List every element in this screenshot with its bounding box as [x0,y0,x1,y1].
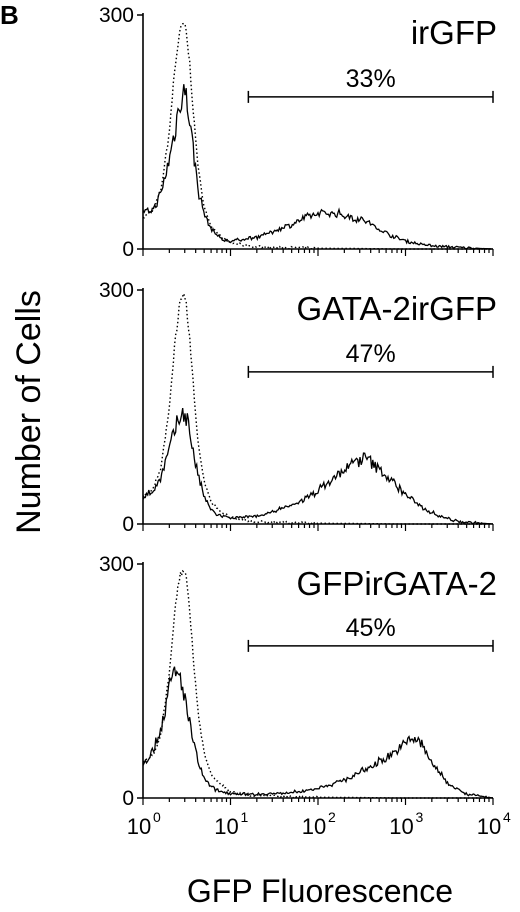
gate-percent-label: 33% [346,65,396,93]
y-tick-label: 0 [122,513,134,536]
histogram-panel: 0 300 33% irGFP [99,4,497,261]
x-tick-exponent: 1 [241,809,249,825]
y-tick-label: 300 [99,279,134,302]
x-tick-label: 10 [389,814,413,839]
y-tick-label: 300 [99,4,134,27]
y-tick-label: 300 [99,553,134,576]
x-tick-exponent: 0 [153,809,161,825]
histogram-panel: 0 300 47% GATA-2irGFP [99,279,497,536]
control-histogram-line [142,291,493,526]
y-tick-label: 0 [122,238,134,261]
sample-histogram-line [142,407,494,526]
x-tick-label: 10 [127,814,151,839]
x-tick-exponent: 3 [416,809,424,825]
y-axis-label: Number of Cells [10,290,48,534]
x-tick-label: 10 [477,814,501,839]
x-tick-exponent: 2 [328,809,336,825]
panel-title: GFPirGATA-2 [297,565,497,602]
y-tick-label: 0 [122,787,134,810]
panel-title: irGFP [411,14,497,51]
x-axis-label: GFP Fluorescence [187,873,453,909]
control-histogram-line [142,569,493,799]
panel-title: GATA-2irGFP [297,290,497,327]
sample-histogram-line [142,84,493,250]
x-tick-label: 10 [302,814,326,839]
panel-letter: B [0,0,19,30]
x-tick-exponent: 4 [503,809,511,825]
x-tick-label: 10 [214,814,238,839]
histogram-panels: 0 300 33% irGFP 0 300 47% GATA-2irGFP 0 300 45% GFP… [99,4,511,839]
gate-percent-label: 45% [346,614,396,642]
sample-histogram-line [142,666,494,799]
control-histogram-line [142,22,493,251]
gate-percent-label: 47% [346,340,396,368]
